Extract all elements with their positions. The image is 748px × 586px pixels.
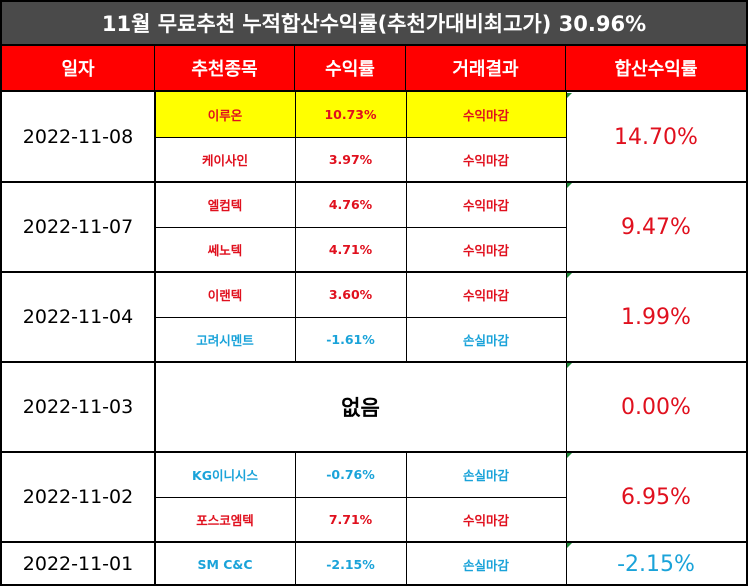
cell-comment-marker — [567, 453, 572, 458]
column-divider — [295, 182, 296, 272]
return-cell: 4.71% — [328, 242, 373, 257]
row-divider — [155, 317, 566, 318]
date-cell: 2022-11-08 — [2, 92, 155, 182]
trade-result-cell: 수익마감 — [406, 92, 566, 137]
header-total: 합산수익률 — [566, 46, 746, 92]
column-divider — [566, 92, 567, 182]
group-divider — [2, 361, 746, 363]
column-divider — [406, 272, 407, 362]
return-cell: -1.61% — [326, 332, 375, 347]
trade-result-cell: 손실마감 — [462, 333, 509, 348]
trade-result-cell: 수익마감 — [462, 243, 509, 258]
row-divider — [155, 227, 566, 228]
column-divider — [295, 92, 296, 182]
total-return-cell: 9.47% — [621, 214, 691, 240]
column-divider — [295, 452, 296, 542]
date-cell: 2022-11-07 — [2, 182, 155, 272]
return-cell: 7.71% — [328, 512, 373, 527]
header-stock: 추천종목 — [155, 46, 295, 92]
trade-result-cell: 손실마감 — [462, 468, 509, 483]
group-divider — [2, 451, 746, 453]
stock-name-cell: 이랜텍 — [207, 288, 243, 303]
cell-comment-marker — [567, 93, 572, 98]
stock-name-cell: 엘컴텍 — [207, 198, 243, 213]
return-cell: 3.60% — [328, 287, 373, 302]
stock-name-cell: SM C&C — [197, 556, 253, 572]
total-return-cell: 1.99% — [621, 304, 691, 330]
column-divider — [295, 272, 296, 362]
trade-result-cell: 수익마감 — [462, 288, 509, 303]
column-divider — [406, 542, 407, 586]
trade-result-cell: 수익마감 — [462, 513, 509, 528]
date-cell: 2022-11-02 — [2, 452, 155, 542]
stock-name-cell: 이루온 — [155, 92, 295, 137]
stock-name-cell: 케이사인 — [201, 153, 248, 168]
date-cell: 2022-11-03 — [2, 362, 155, 452]
total-return-cell: 14.70% — [614, 124, 698, 150]
return-cell: 3.97% — [328, 152, 373, 167]
column-divider — [406, 452, 407, 542]
column-divider — [155, 542, 156, 586]
column-divider — [566, 452, 567, 542]
cell-comment-marker — [567, 543, 572, 548]
trade-result-cell: 수익마감 — [462, 153, 509, 168]
total-return-cell: 0.00% — [621, 394, 691, 420]
header-return: 수익률 — [295, 46, 406, 92]
return-cell: -0.76% — [326, 467, 375, 482]
column-divider — [566, 272, 567, 362]
return-cell: 4.76% — [328, 197, 373, 212]
column-divider — [295, 542, 296, 586]
cell-comment-marker — [567, 183, 572, 188]
stock-name-cell: 포스코엠텍 — [196, 513, 254, 528]
stock-name-cell: 쎄노텍 — [207, 243, 243, 258]
no-recommendation-cell: 없음 — [341, 396, 380, 420]
header-result: 거래결과 — [406, 46, 566, 92]
total-return-cell: -2.15% — [617, 551, 695, 577]
trade-result-cell: 손실마감 — [462, 557, 509, 573]
stock-name-cell: 고려시멘트 — [196, 333, 254, 348]
table-title: 11월 무료추천 누적합산수익률(추천가대비최고가) 30.96% — [2, 2, 746, 46]
return-cell: -2.15% — [326, 556, 375, 572]
date-cell: 2022-11-04 — [2, 272, 155, 362]
column-divider — [566, 362, 567, 452]
trade-result-cell: 수익마감 — [462, 198, 509, 213]
column-divider — [406, 92, 407, 182]
column-divider — [566, 542, 567, 586]
row-divider — [155, 497, 566, 498]
cell-comment-marker — [567, 273, 572, 278]
cell-comment-marker — [567, 363, 572, 368]
header-date: 일자 — [2, 46, 155, 92]
column-divider — [155, 362, 156, 452]
column-divider — [155, 92, 156, 182]
column-divider — [406, 182, 407, 272]
group-divider — [2, 541, 746, 543]
group-divider — [2, 181, 746, 183]
group-divider — [2, 271, 746, 273]
column-divider — [155, 182, 156, 272]
total-return-cell: 6.95% — [621, 484, 691, 510]
column-divider — [155, 272, 156, 362]
column-divider — [155, 452, 156, 542]
return-cell: 10.73% — [295, 92, 406, 137]
stock-name-cell: KG이니시스 — [192, 468, 258, 483]
row-divider — [155, 137, 566, 138]
column-divider — [566, 182, 567, 272]
date-cell: 2022-11-01 — [2, 542, 155, 586]
